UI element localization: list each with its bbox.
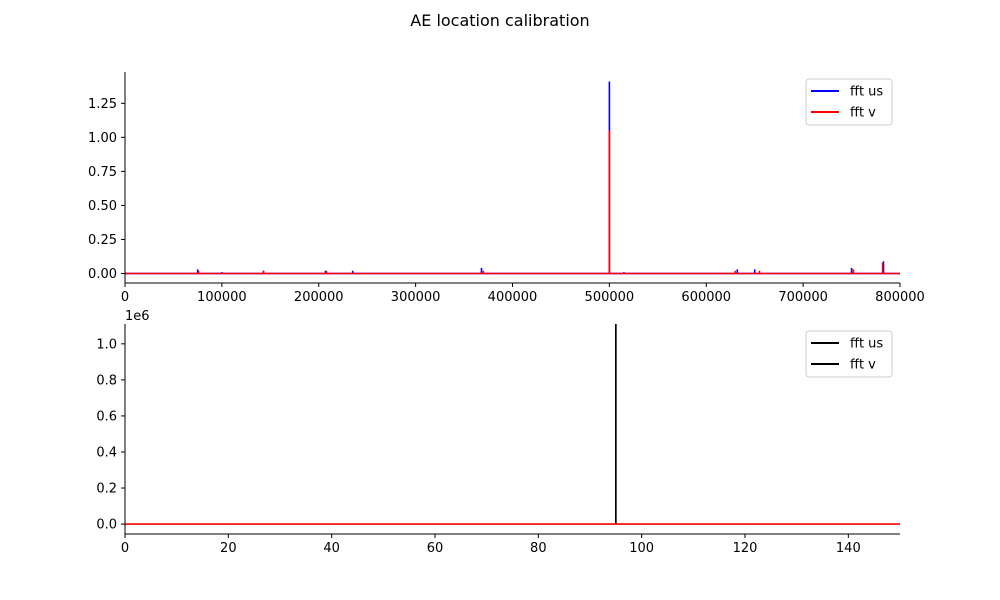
figure-title: AE location calibration (410, 11, 589, 30)
legend-label: fft us (850, 337, 883, 352)
y-tick-label: 1.0 (96, 337, 117, 352)
x-tick-label: 600000 (681, 290, 731, 305)
legend-label: fft v (850, 358, 876, 373)
x-tick-label: 60 (427, 541, 444, 556)
x-tick-label: 20 (220, 541, 237, 556)
x-tick-label: 500000 (585, 290, 635, 305)
x-tick-label: 400000 (488, 290, 538, 305)
x-tick-label: 120 (733, 541, 758, 556)
series-line-fft-v (125, 130, 900, 275)
y-tick-label: 0.00 (88, 267, 117, 282)
x-tick-label: 0 (121, 290, 129, 305)
top-chart: 0 100000 200000 300000 400000 500000 600000 700… (88, 72, 925, 305)
y-tick-label: 0.75 (88, 165, 117, 180)
y-tick-label: 0.2 (96, 482, 117, 497)
x-tick-label: 700000 (778, 290, 828, 305)
y-tick-label: 1.00 (88, 131, 117, 146)
x-tick-label: 200000 (294, 290, 344, 305)
x-tick-label: 800000 (875, 290, 925, 305)
legend-label: fft v (850, 106, 876, 121)
y-tick-label: 1.25 (88, 97, 117, 112)
x-tick-label: 300000 (391, 290, 441, 305)
y-tick-label: 0.8 (96, 373, 117, 388)
x-tick-label: 80 (530, 541, 547, 556)
legend: fft us fft v (805, 78, 893, 126)
y-tick-label: 0.4 (96, 445, 117, 460)
x-tick-label: 40 (323, 541, 340, 556)
y-tick-label: 0.6 (96, 409, 117, 424)
y-offset-text: 1e6 (125, 309, 150, 324)
bottom-chart: 0 20 40 60 80 100 120 140 0.0 0.2 0.4 0.6 0.8 1.0 1e6 f… (96, 309, 900, 556)
x-tick-label: 100 (629, 541, 654, 556)
y-tick-label: 0.25 (88, 233, 117, 248)
x-tick-label: 0 (121, 541, 129, 556)
y-tick-label: 0.50 (88, 199, 117, 214)
x-tick-label: 140 (836, 541, 861, 556)
x-tick-label: 100000 (197, 290, 247, 305)
y-tick-label: 0.0 (96, 518, 117, 533)
legend: fft us fft v (805, 330, 893, 378)
legend-label: fft us (850, 85, 883, 100)
